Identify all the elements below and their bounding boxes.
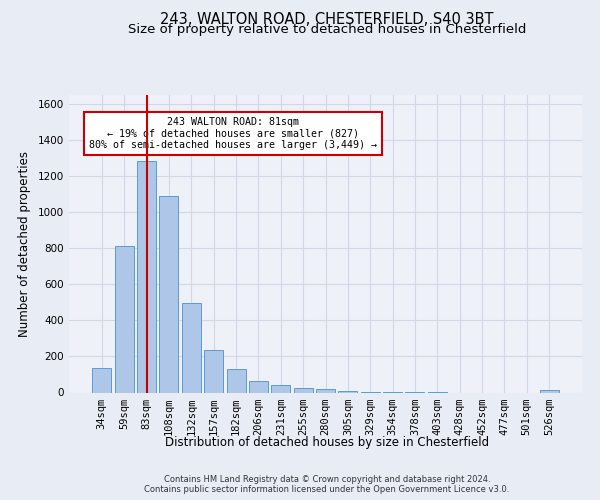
Text: Size of property relative to detached houses in Chesterfield: Size of property relative to detached ho…	[128, 22, 526, 36]
Bar	[115, 246, 134, 392]
Text: Contains HM Land Registry data © Crown copyright and database right 2024.: Contains HM Land Registry data © Crown c…	[164, 474, 490, 484]
Text: 243 WALTON ROAD: 81sqm
← 19% of detached houses are smaller (827)
80% of semi-de: 243 WALTON ROAD: 81sqm ← 19% of detached…	[89, 117, 377, 150]
Bar	[316, 390, 335, 392]
Bar	[271, 386, 290, 392]
Bar	[160, 196, 178, 392]
Bar	[293, 388, 313, 392]
Bar	[204, 350, 223, 393]
Text: Contains public sector information licensed under the Open Government Licence v3: Contains public sector information licen…	[145, 484, 509, 494]
Text: Distribution of detached houses by size in Chesterfield: Distribution of detached houses by size …	[165, 436, 489, 449]
Y-axis label: Number of detached properties: Number of detached properties	[18, 151, 31, 337]
Bar	[227, 370, 245, 392]
Text: 243, WALTON ROAD, CHESTERFIELD, S40 3BT: 243, WALTON ROAD, CHESTERFIELD, S40 3BT	[160, 12, 494, 28]
Bar	[539, 390, 559, 392]
Bar	[137, 161, 156, 392]
Bar	[338, 391, 358, 392]
Bar	[182, 303, 201, 392]
Bar	[92, 368, 112, 392]
Bar	[249, 381, 268, 392]
